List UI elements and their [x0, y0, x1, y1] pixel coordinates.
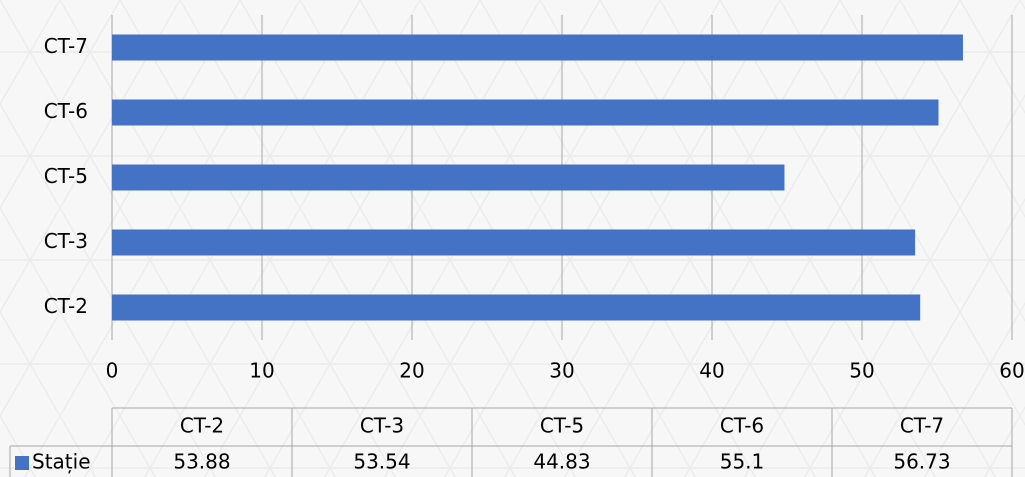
x-tick-label: 10 — [249, 359, 274, 383]
bar — [112, 99, 939, 126]
table-value: 56.73 — [893, 450, 950, 474]
y-tick-label: CT-3 — [44, 229, 88, 253]
table-value: 55.1 — [720, 450, 765, 474]
table-header: CT-3 — [360, 414, 404, 438]
x-tick-label: 50 — [849, 359, 874, 383]
y-tick-label: CT-5 — [44, 164, 88, 188]
x-tick-label: 40 — [699, 359, 724, 383]
bar — [112, 294, 921, 321]
legend-key — [15, 456, 29, 470]
legend-label: Stație — [32, 450, 91, 474]
x-tick-label: 0 — [106, 359, 119, 383]
bar — [112, 34, 963, 61]
table-header: CT-6 — [720, 414, 764, 438]
table-value: 53.54 — [353, 450, 410, 474]
table-header: CT-7 — [900, 414, 944, 438]
x-tick-label: 30 — [549, 359, 574, 383]
bar — [112, 164, 785, 191]
table-header: CT-2 — [180, 414, 224, 438]
table-value: 44.83 — [533, 450, 590, 474]
y-tick-label: CT-2 — [44, 294, 88, 318]
bar — [112, 229, 916, 256]
x-tick-label: 60 — [999, 359, 1024, 383]
table-header: CT-5 — [540, 414, 584, 438]
table-value: 53.88 — [173, 450, 230, 474]
y-tick-label: CT-6 — [44, 99, 88, 123]
y-tick-label: CT-7 — [44, 34, 88, 58]
x-tick-label: 20 — [399, 359, 424, 383]
